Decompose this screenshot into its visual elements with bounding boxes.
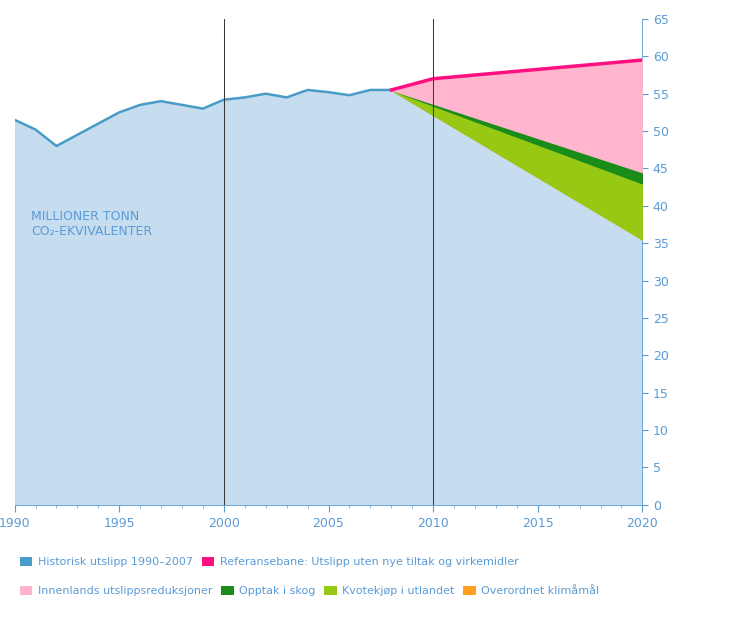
Text: MILLIONER TONN
CO₂-EKVIVALENTER: MILLIONER TONN CO₂-EKVIVALENTER xyxy=(31,211,153,239)
Legend: Innenlands utslippsreduksjoner, Opptak i skog, Kvotekjøp i utlandet, Overordnet : Innenlands utslippsreduksjoner, Opptak i… xyxy=(20,586,599,596)
